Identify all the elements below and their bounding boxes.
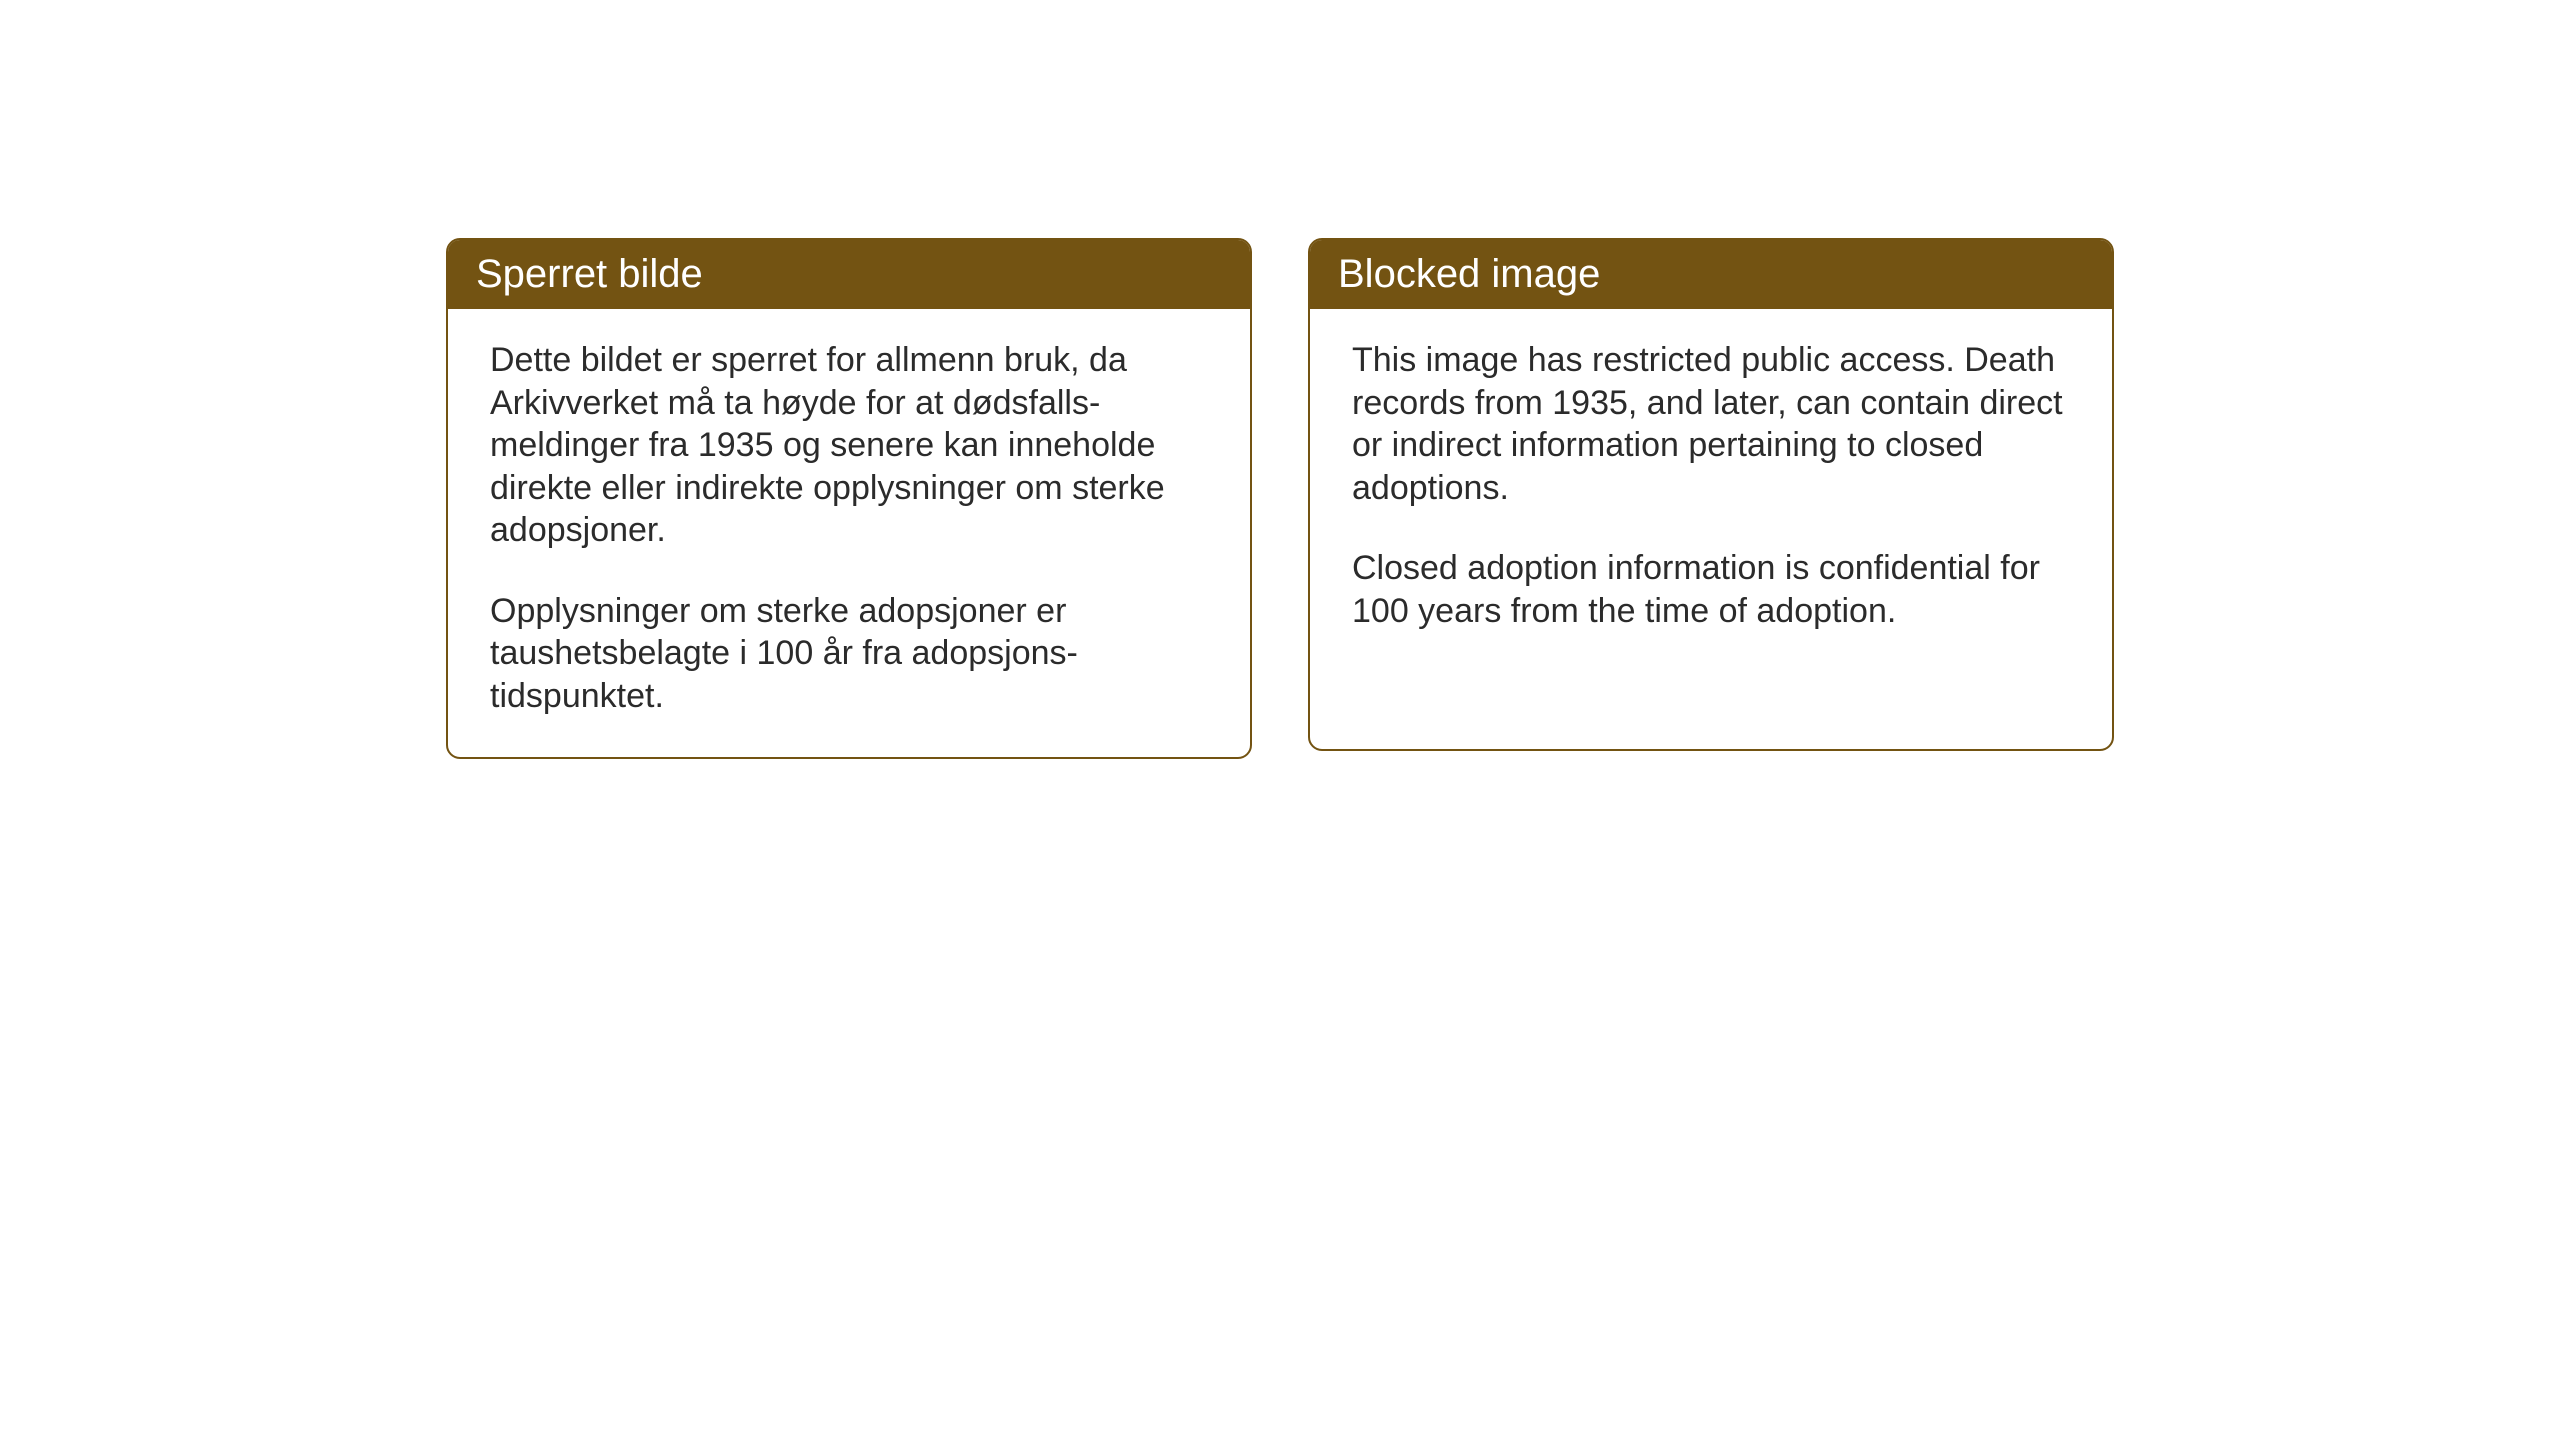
english-card-title: Blocked image [1338,252,1600,296]
cards-container: Sperret bilde Dette bildet er sperret fo… [446,238,2114,759]
norwegian-paragraph-2: Opplysninger om sterke adopsjoner er tau… [490,590,1208,718]
english-paragraph-2: Closed adoption information is confident… [1352,547,2070,632]
norwegian-paragraph-1: Dette bildet er sperret for allmenn bruk… [490,339,1208,552]
norwegian-card-header: Sperret bilde [448,240,1250,309]
english-card-header: Blocked image [1310,240,2112,309]
english-card-body: This image has restricted public access.… [1310,309,2112,672]
norwegian-card-body: Dette bildet er sperret for allmenn bruk… [448,309,1250,757]
norwegian-card-title: Sperret bilde [476,252,703,296]
english-notice-card: Blocked image This image has restricted … [1308,238,2114,751]
english-paragraph-1: This image has restricted public access.… [1352,339,2070,509]
norwegian-notice-card: Sperret bilde Dette bildet er sperret fo… [446,238,1252,759]
